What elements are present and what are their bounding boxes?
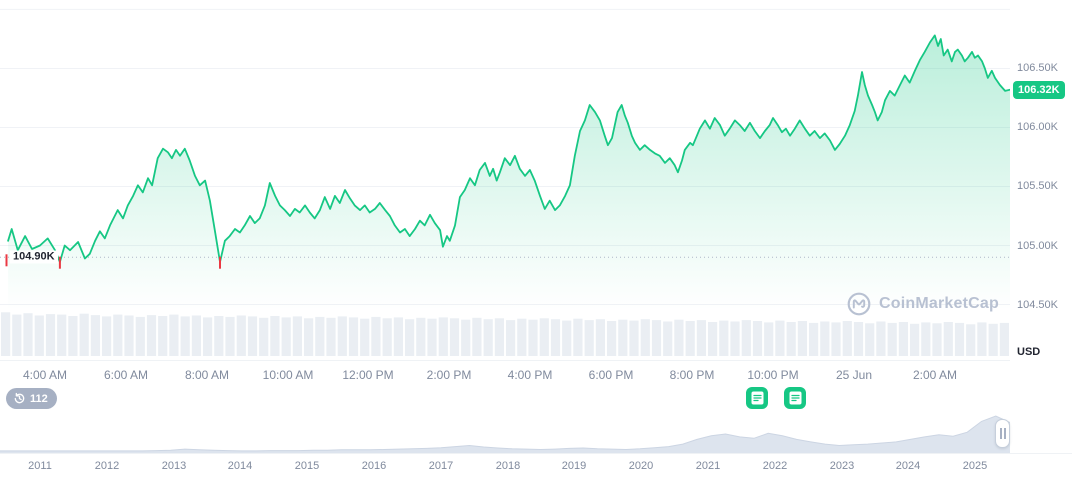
price-axis-tick: 104.50K [1017, 299, 1058, 311]
low-marker [5, 254, 8, 267]
timeline-svg [0, 415, 1011, 453]
year-axis-tick: 2012 [94, 460, 120, 472]
timeline-line [0, 415, 1011, 452]
history-count-badge[interactable]: 112 [6, 388, 57, 409]
timeline-area [0, 416, 1010, 453]
year-axis-tick: 2021 [695, 460, 721, 472]
year-axis-tick: 2014 [227, 460, 253, 472]
year-axis-tick: 2024 [895, 460, 921, 472]
price-area [8, 35, 1010, 356]
price-axis-tick: 105.50K [1017, 180, 1058, 192]
time-axis-tick: 10:00 PM [747, 368, 799, 382]
low-marker [58, 256, 61, 269]
price-axis-tick: 106.00K [1017, 121, 1058, 133]
coinmarketcap-logo-icon [847, 292, 871, 316]
time-axis: 4:00 AM 6:00 AM 8:00 AM 10:00 AM 12:00 PM 2:0… [0, 360, 1010, 387]
year-axis-tick: 2019 [561, 460, 587, 472]
low-marker [219, 256, 221, 269]
history-icon [14, 392, 25, 404]
announcement-marker[interactable] [784, 387, 806, 409]
note-icon [789, 391, 801, 405]
timeline-scrubber[interactable] [0, 412, 1011, 453]
watermark-text: CoinMarketCap [879, 295, 999, 312]
year-axis-tick: 2025 [962, 460, 988, 472]
note-icon [751, 391, 763, 405]
price-line [7, 34, 1010, 263]
price-chart-svg [0, 8, 1010, 356]
year-axis-tick: 2015 [294, 460, 320, 472]
price-axis: 106.50K 106.00K 105.50K 105.00K 104.50K 106.… [1010, 0, 1072, 360]
time-axis-tick: 6:00 AM [103, 368, 149, 382]
time-axis-tick: 10:00 AM [262, 368, 314, 382]
year-axis-tick: 2018 [495, 460, 521, 472]
current-price-badge: 106.32K [1013, 81, 1065, 99]
announcement-marker[interactable] [746, 387, 768, 409]
time-axis-tick: 25 Jun [835, 368, 873, 382]
time-axis-tick: 4:00 PM [507, 368, 553, 382]
low-price-label: 104.90K [10, 250, 58, 264]
time-axis-tick: 2:00 AM [912, 368, 958, 382]
price-axis-tick: 106.50K [1017, 62, 1058, 74]
time-axis-tick: 2:00 PM [426, 368, 472, 382]
time-axis-tick: 6:00 PM [588, 368, 634, 382]
marker-row: 112 [0, 386, 1072, 412]
year-axis-tick: 2017 [428, 460, 454, 472]
price-axis-tick: 105.00K [1017, 240, 1058, 252]
time-axis-tick: 8:00 PM [669, 368, 715, 382]
history-count: 112 [30, 392, 48, 405]
year-axis-tick: 2023 [829, 460, 855, 472]
year-axis-tick: 2013 [161, 460, 187, 472]
year-axis-tick: 2016 [361, 460, 387, 472]
year-axis-tick: 2011 [28, 460, 52, 472]
year-axis: 2011 2012 2013 2014 2015 2016 2017 2018 2019 2020… [0, 453, 1072, 477]
year-axis-tick: 2020 [628, 460, 654, 472]
time-axis-tick: 4:00 AM [22, 368, 68, 382]
time-axis-tick: 8:00 AM [184, 368, 230, 382]
price-chart-canvas[interactable] [0, 0, 1010, 360]
time-axis-tick: 12:00 PM [342, 368, 394, 382]
price-chart-plot[interactable]: 104.90K CoinMarketCap [0, 0, 1010, 360]
coinmarketcap-watermark: CoinMarketCap [846, 291, 999, 317]
currency-label: USD [1017, 346, 1041, 358]
year-axis-tick: 2022 [762, 460, 788, 472]
timeline-drag-handle[interactable] [995, 419, 1010, 448]
